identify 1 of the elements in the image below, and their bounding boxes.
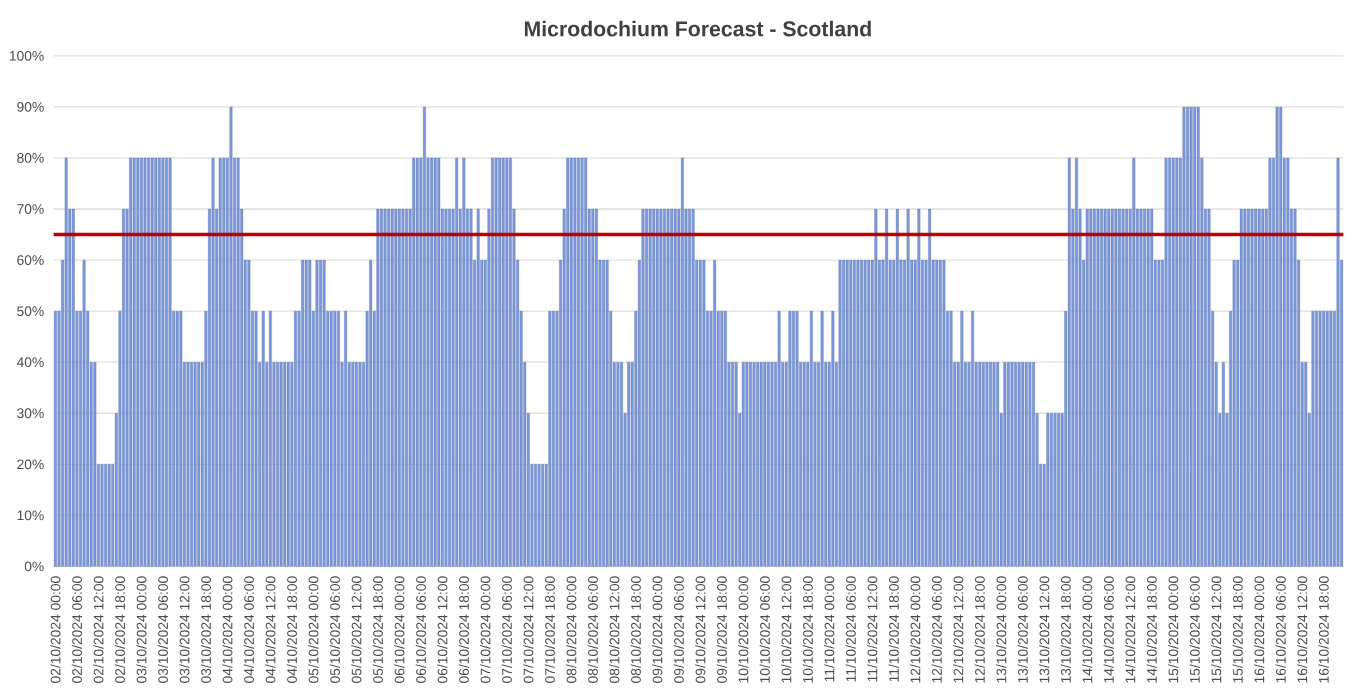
chart-title: Microdochium Forecast - Scotland <box>524 20 871 37</box>
